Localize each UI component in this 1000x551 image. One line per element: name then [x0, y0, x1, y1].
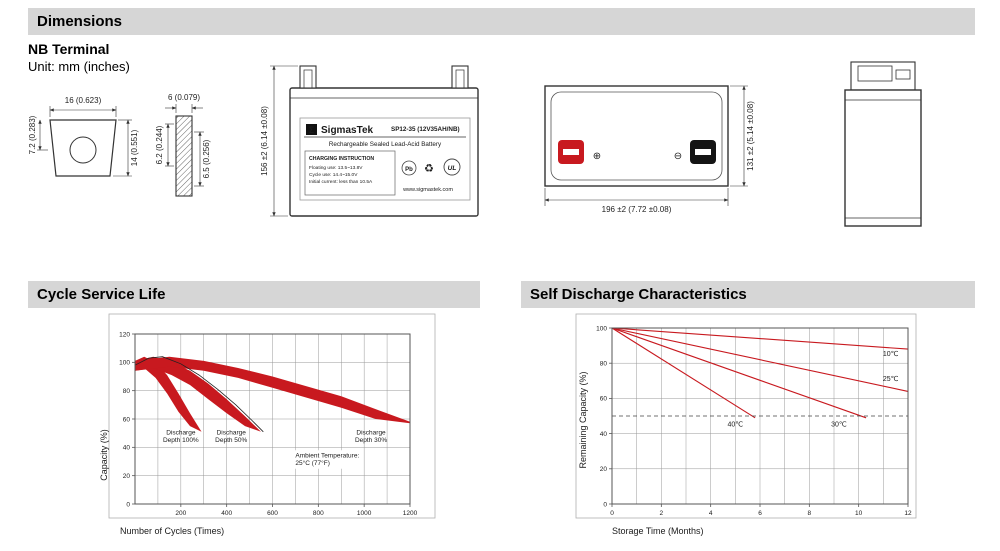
sigma-logo-glyph: Σ	[309, 125, 315, 135]
dim-section-outer-label: 6.5 (0.256)	[202, 139, 211, 178]
series-line	[611, 327, 867, 419]
chart-annotation: Ambient Temperature: 25°C (77°F)	[295, 452, 359, 467]
charging-instruction-title: CHARGING INSTRUCTION	[309, 156, 374, 162]
y-tick-label: 80	[600, 361, 608, 368]
x-axis-label: Number of Cycles (Times)	[120, 526, 224, 536]
discharge-band	[135, 356, 261, 432]
battery-type-line: Rechargeable Sealed Lead-Acid Battery	[329, 141, 442, 148]
x-tick-label: 400	[221, 510, 232, 517]
negative-terminal-symbol: ⊖	[674, 151, 682, 162]
terminal-section-view	[165, 104, 204, 197]
y-tick-label: 120	[119, 331, 130, 338]
series-label: 10℃	[883, 351, 899, 358]
dim-terminal-width-label: 16 (0.623)	[65, 96, 102, 105]
positive-terminal-symbol: ⊕	[593, 151, 601, 162]
series-label: 25℃	[883, 376, 899, 383]
terminal-type-label: NB Terminal	[28, 41, 110, 57]
pb-icon-label: Pb	[405, 167, 413, 173]
chart-annotation: Discharge Depth 50%	[215, 430, 247, 445]
dim-section-inner-label: 6.2 (0.244)	[155, 125, 164, 164]
terminal-front-view	[37, 106, 132, 177]
series-label: 40℃	[728, 422, 744, 429]
y-tick-label: 60	[600, 396, 608, 403]
y-tick-label: 40	[600, 431, 608, 438]
charging-line-1: Floating use: 13.5~13.8V	[309, 165, 363, 171]
ul-icon-label: UL	[448, 165, 457, 172]
cycle-service-life-chart: 200 400 600 800 1000 1200 0 20 40 60 80 100 120 Disch…	[99, 313, 436, 536]
dim-terminal-height-label: 14 (0.551)	[130, 129, 139, 166]
model-number: SP12-35 (12V35AH/NB)	[391, 126, 460, 133]
brand-name: SigmasTek	[321, 125, 373, 136]
y-tick-label: 80	[123, 388, 131, 395]
website-text: www.sigmastek.com	[402, 187, 453, 193]
x-tick-label: 2	[660, 510, 664, 517]
x-tick-label: 0	[610, 510, 614, 517]
dim-terminal-depth-label: 7.2 (0.283)	[28, 115, 37, 154]
y-tick-label: 20	[600, 466, 608, 473]
charging-line-3: Initial current: less than 10.5A	[309, 179, 373, 185]
dim-top-width-label: 131 ±2 (5.14 ±0.08)	[746, 101, 755, 171]
sigma-logo-icon	[306, 124, 317, 135]
envelope-curve	[134, 356, 264, 433]
series-label: 30℃	[831, 422, 847, 429]
battery-side-view	[844, 61, 922, 227]
section-header-cycle-service-life: Cycle Service Life	[28, 281, 480, 308]
charging-line-2: Cycle use: 14.4~15.0V	[309, 172, 358, 178]
x-tick-label: 12	[904, 510, 912, 517]
x-tick-label: 800	[313, 510, 324, 517]
recycle-icon: ♻	[424, 163, 434, 175]
dim-front-height-label: 156 ±2 (6.14 ±0.08)	[260, 106, 269, 176]
series-line	[611, 327, 756, 419]
dim-top-length-label: 196 ±2 (7.72 ±0.08)	[602, 205, 672, 214]
x-tick-label: 1200	[403, 510, 418, 517]
self-discharge-title: Self Discharge Characteristics	[530, 286, 747, 303]
y-tick-label: 60	[123, 416, 131, 423]
y-axis-label: Capacity (%)	[99, 429, 109, 481]
discharge-band	[135, 356, 410, 424]
dimensions-title: Dimensions	[37, 13, 123, 30]
series-line	[611, 327, 909, 392]
x-tick-label: 6	[758, 510, 762, 517]
x-tick-label: 1000	[357, 510, 372, 517]
pb-icon	[401, 160, 417, 176]
x-tick-label: 4	[709, 510, 713, 517]
dimension-drawings: 16 (0.623) 7.2 (0.283) 14 (0.551) 6 (0.0…	[28, 61, 922, 227]
battery-top-view	[544, 85, 748, 206]
section-header-dimensions: Dimensions	[28, 8, 975, 35]
x-tick-label: 10	[855, 510, 863, 517]
y-tick-label: 0	[126, 501, 130, 508]
x-axis-label: Storage Time (Months)	[612, 526, 704, 536]
x-tick-label: 200	[175, 510, 186, 517]
y-tick-label: 0	[603, 501, 607, 508]
ul-icon	[443, 158, 461, 176]
y-axis-label: Remaining Capacity (%)	[578, 371, 588, 468]
section-header-self-discharge: Self Discharge Characteristics	[521, 281, 975, 308]
chart-annotation: Discharge Depth 100%	[163, 430, 199, 445]
cycle-title: Cycle Service Life	[37, 286, 166, 303]
y-tick-label: 40	[123, 445, 131, 452]
y-tick-label: 20	[123, 473, 131, 480]
y-tick-label: 100	[119, 360, 130, 367]
battery-front-view	[270, 65, 479, 217]
series-line	[611, 327, 909, 350]
unit-note: Unit: mm (inches)	[28, 59, 130, 74]
x-tick-label: 600	[267, 510, 278, 517]
chart-annotation: Discharge Depth 30%	[355, 430, 387, 445]
self-discharge-chart: 10℃ 25℃ 30℃ 40℃ 0 2 4 6 8 10 12 0 20 40 60 80 100 Storage…	[575, 313, 917, 536]
discharge-band	[135, 356, 202, 432]
x-tick-label: 8	[808, 510, 812, 517]
y-tick-label: 100	[596, 325, 607, 332]
dim-section-width-label: 6 (0.079)	[168, 93, 200, 102]
